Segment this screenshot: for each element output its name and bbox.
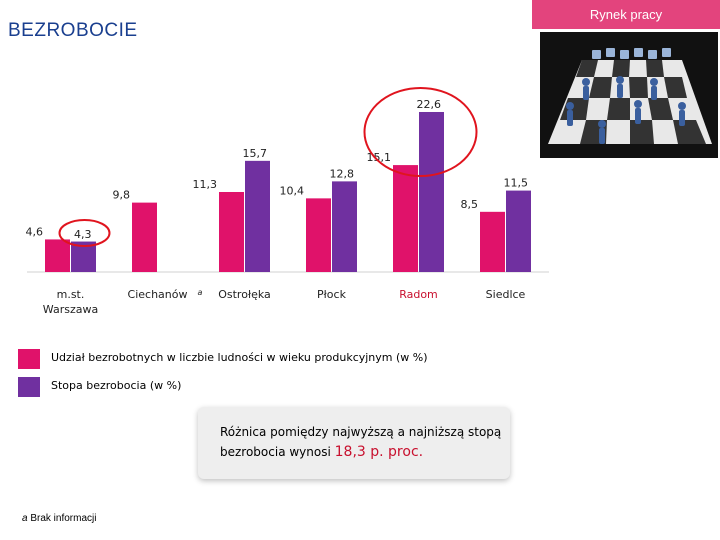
bar-1-1 [132,202,157,272]
category-marker-1: a [198,288,203,297]
note-box: Różnica pomiędzy najwyższą a najniższą s… [198,407,510,479]
data-label-1-1: 9,8 [113,189,131,202]
highlight-circle-warszawa [58,219,111,247]
category-label-1: Ciechanów [128,288,188,301]
note-text: Różnica pomiędzy najwyższą a najniższą s… [220,422,505,462]
legend-swatch-series-2 [18,377,40,397]
page-title: BEZROBOCIE [8,20,138,41]
category-label-5: Siedlce [486,288,526,301]
highlight-circle-radom [363,87,478,177]
data-label-1-5: 8,5 [461,198,479,211]
data-label-2-4: 22,6 [417,98,442,111]
chess-board-image [540,32,718,158]
data-label-2-2: 15,7 [243,147,268,160]
section-tag: Rynek pracy [532,0,720,29]
bar-1-2 [219,191,244,272]
bar-1-0 [45,239,70,272]
note-text-main: Różnica pomiędzy najwyższą a najniższą s… [220,425,502,459]
bar-2-2 [245,160,270,272]
category-label-2: Ostrołęka [218,288,271,301]
bar-2-3 [332,181,357,272]
data-label-2-3: 12,8 [330,167,355,180]
legend-swatch-series-1 [18,349,40,369]
data-label-1-0: 4,6 [26,225,44,238]
chess-board-illustration [548,48,712,144]
bar-1-5 [480,211,505,272]
data-label-2-5: 11,5 [504,177,529,190]
category-label-0-line0: m.st. [57,288,85,301]
data-label-1-2: 11,3 [193,178,218,191]
category-label-0-line1: Warszawa [43,303,98,316]
data-label-1-3: 10,4 [280,184,305,197]
legend-label-series-2: Stopa bezrobocia (w %) [51,379,182,392]
footnote-marker: a [22,513,28,524]
footnote-text: Brak informacji [27,513,97,524]
category-label-3: Płock [317,288,347,301]
bar-2-5 [506,190,531,272]
bar-1-4 [393,165,418,272]
category-label-4: Radom [399,288,438,301]
bar-2-4 [419,111,444,272]
footnote: a Brak informacji [22,513,96,524]
data-label-2-0: 4,3 [74,228,92,241]
bar-1-3 [306,198,331,272]
note-highlight-value: 18,3 p. proc. [334,444,424,460]
legend-label-series-1: Udział bezrobotnych w liczbie ludności w… [51,351,428,364]
